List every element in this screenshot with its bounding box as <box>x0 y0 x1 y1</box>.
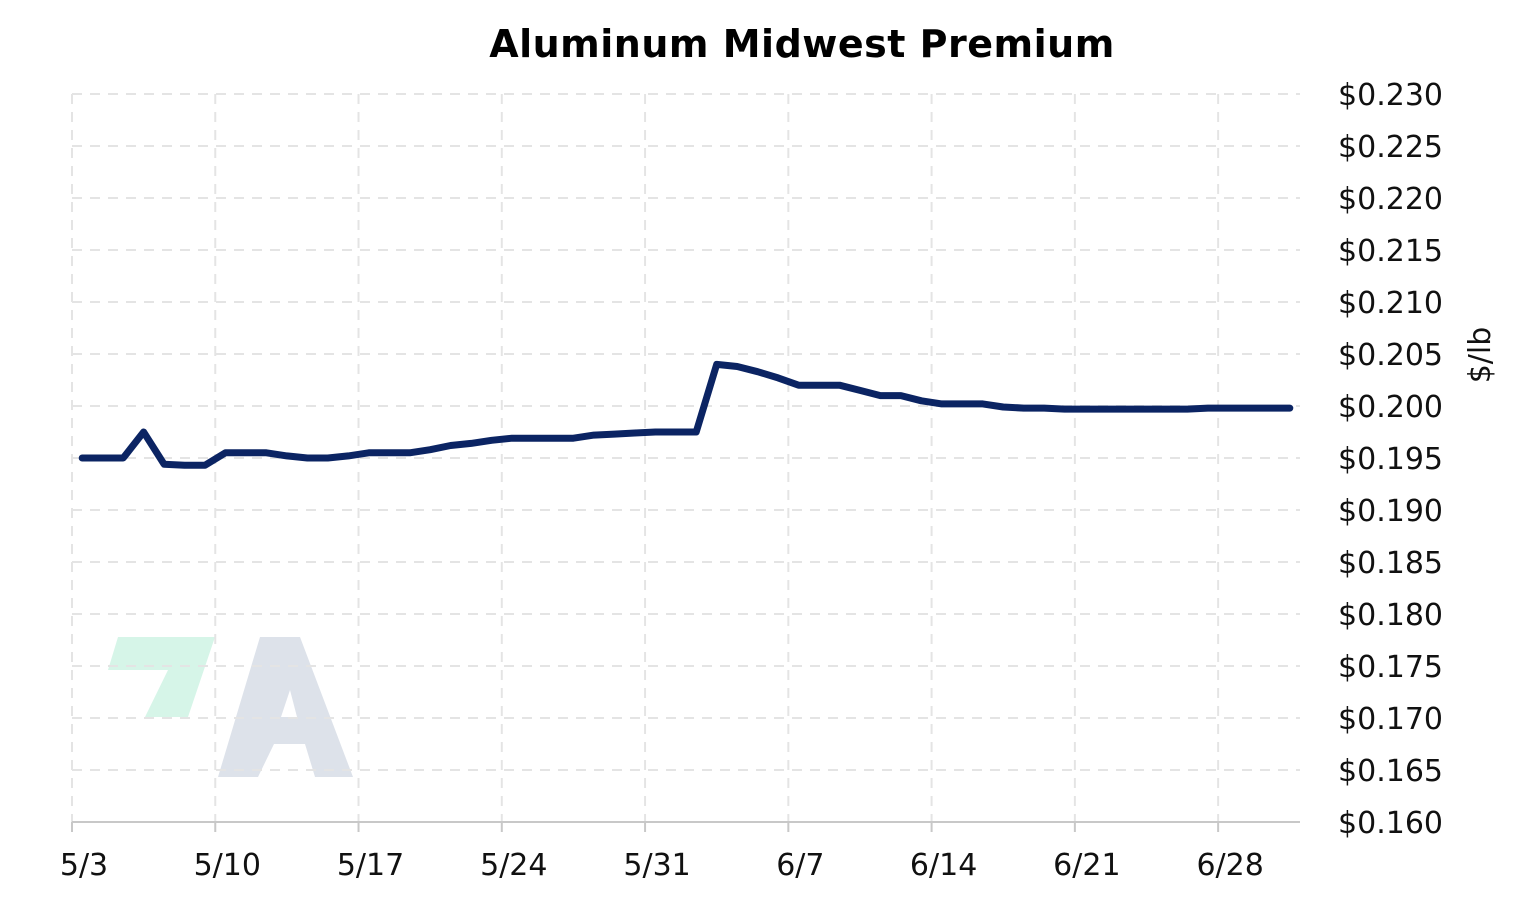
x-tick-label: 6/7 <box>776 848 824 883</box>
x-tick-label: 6/21 <box>1053 848 1120 883</box>
y-tick-label: $0.160 <box>1338 806 1443 841</box>
x-tick-label: 5/24 <box>480 848 547 883</box>
y-tick-label: $0.180 <box>1338 598 1443 633</box>
x-tick-label: 5/10 <box>194 848 261 883</box>
x-tick-label: 5/3 <box>60 848 108 883</box>
x-tick-label: 6/28 <box>1196 848 1263 883</box>
x-tick-label: 6/14 <box>910 848 977 883</box>
y-tick-label: $0.170 <box>1338 702 1443 737</box>
y-axis-label: $/lb <box>1463 327 1498 384</box>
series-line <box>78 360 1294 469</box>
y-tick-label: $0.185 <box>1338 546 1443 581</box>
y-tick-label: $0.195 <box>1338 442 1443 477</box>
x-tick-label: 5/31 <box>623 848 690 883</box>
y-tick-label: $0.205 <box>1338 338 1443 373</box>
brand-watermark-logo <box>108 637 353 777</box>
y-tick-label: $0.200 <box>1338 390 1443 425</box>
y-tick-label: $0.220 <box>1338 182 1443 217</box>
watermark-logo-slash <box>108 637 215 717</box>
y-tick-label: $0.175 <box>1338 650 1443 685</box>
y-tick-label: $0.230 <box>1338 78 1443 113</box>
y-tick-label: $0.165 <box>1338 754 1443 789</box>
x-tick-label: 5/17 <box>337 848 404 883</box>
y-tick-label: $0.215 <box>1338 234 1443 269</box>
chart-title: Aluminum Midwest Premium <box>489 22 1115 66</box>
y-tick-label: $0.210 <box>1338 286 1443 321</box>
y-tick-label: $0.225 <box>1338 130 1443 165</box>
y-tick-label: $0.190 <box>1338 494 1443 529</box>
